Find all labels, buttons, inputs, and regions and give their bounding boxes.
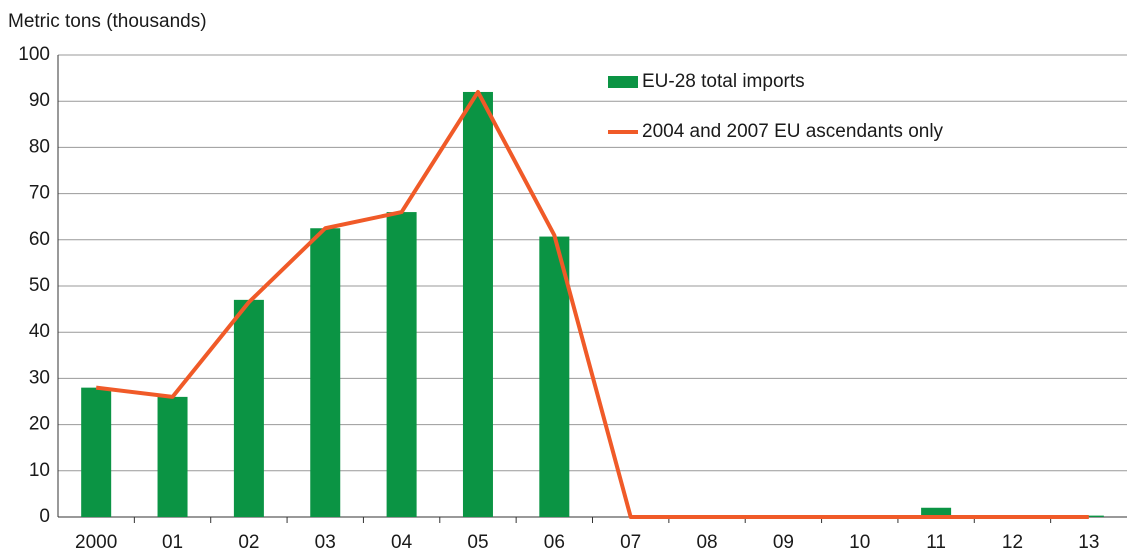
x-tick-label: 03 bbox=[315, 532, 336, 552]
bar bbox=[386, 212, 417, 517]
legend-label: EU-28 total imports bbox=[642, 71, 805, 92]
x-tick-label: 05 bbox=[467, 532, 488, 552]
bar bbox=[539, 236, 570, 518]
x-tick-label: 10 bbox=[849, 532, 870, 552]
y-tick-label: 80 bbox=[29, 136, 50, 157]
x-tick-label: 04 bbox=[391, 532, 413, 552]
y-tick-label: 90 bbox=[29, 90, 50, 111]
x-tick-label: 12 bbox=[1002, 532, 1023, 552]
legend-swatch bbox=[608, 76, 638, 88]
bar bbox=[233, 299, 264, 517]
y-tick-label: 100 bbox=[18, 44, 50, 65]
x-tick-label: 02 bbox=[238, 532, 259, 552]
y-tick-label: 30 bbox=[29, 367, 50, 388]
legend-label: 2004 and 2007 EU ascendants only bbox=[642, 121, 944, 142]
bar bbox=[81, 387, 112, 517]
y-tick-label: 60 bbox=[29, 229, 50, 250]
y-tick-label: 70 bbox=[29, 183, 50, 204]
y-tick-label: 20 bbox=[29, 414, 50, 435]
y-tick-label: 50 bbox=[29, 275, 50, 296]
bar bbox=[921, 507, 952, 517]
x-tick-label: 09 bbox=[773, 532, 794, 552]
bar bbox=[310, 228, 341, 517]
line bbox=[95, 89, 1089, 519]
bar bbox=[157, 396, 188, 517]
x-tick-label: 01 bbox=[162, 532, 183, 552]
y-axis-label: Metric tons (thousands) bbox=[8, 11, 207, 32]
y-tick-label: 0 bbox=[39, 506, 50, 527]
x-tick-label: 07 bbox=[620, 532, 641, 552]
y-tick-label: 40 bbox=[29, 321, 50, 342]
bar bbox=[462, 91, 493, 518]
y-tick-label: 10 bbox=[29, 460, 50, 481]
x-tick-label: 2000 bbox=[75, 532, 117, 552]
x-tick-label: 11 bbox=[926, 532, 946, 552]
x-tick-label: 13 bbox=[1078, 532, 1099, 552]
x-tick-label: 06 bbox=[544, 532, 565, 552]
x-tick-label: 08 bbox=[696, 532, 717, 552]
